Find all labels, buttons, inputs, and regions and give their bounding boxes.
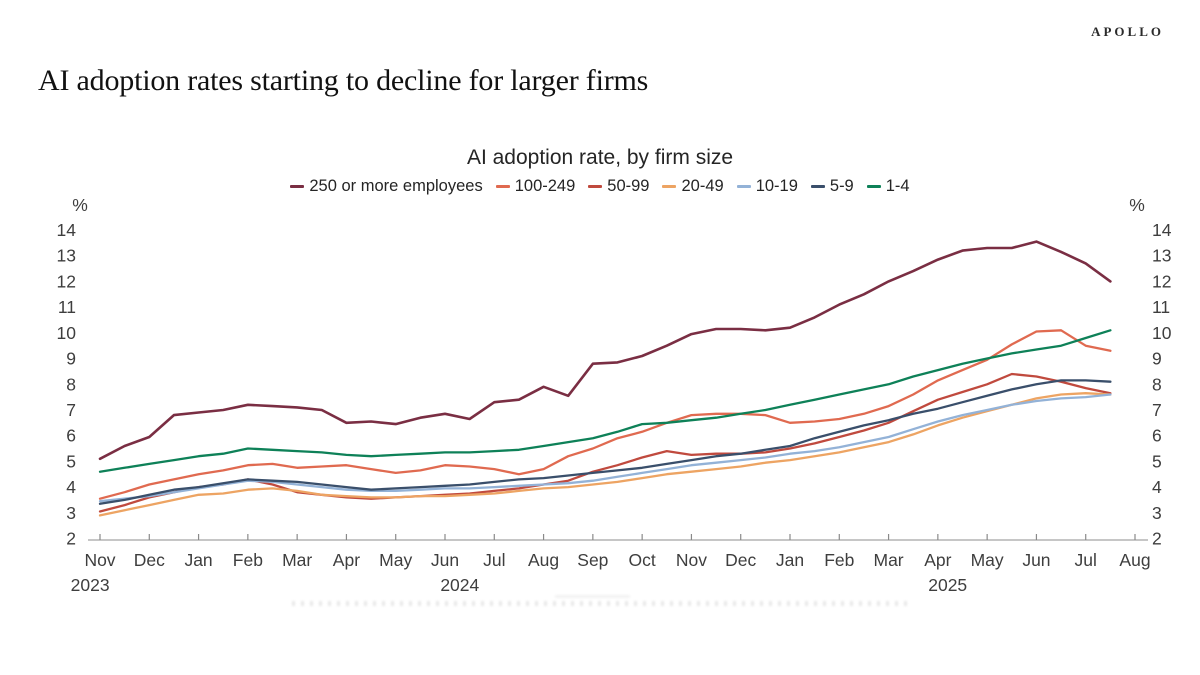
y-tick-label-left: 7 [66, 400, 76, 420]
y-tick-label-right: 14 [1152, 220, 1172, 240]
y-tick-label-left: 10 [57, 323, 77, 343]
y-tick-label-left: 5 [66, 451, 76, 471]
y-tick-label-right: 3 [1152, 503, 1162, 523]
y-tick-label-left: 12 [57, 271, 76, 291]
chart-title: AI adoption rate, by firm size [466, 146, 734, 169]
x-tick-label: May [971, 550, 1004, 570]
y-tick-label-right: 12 [1152, 271, 1171, 291]
x-tick-label: Jul [483, 550, 505, 570]
y-tick-label-left: 13 [57, 246, 76, 266]
legend-label-5-9: 5-9 [829, 177, 854, 195]
x-tick-label: Dec [725, 550, 756, 570]
legend-item-20-49: 20-49 [662, 177, 724, 196]
series-line-10-19 [98, 393, 1112, 503]
x-tick-label: Nov [676, 550, 707, 570]
x-tick-label: Dec [134, 550, 165, 570]
series-line-1-4 [98, 329, 1112, 473]
x-tick-label: Apr [924, 550, 951, 570]
y-tick-label-left: 14 [57, 220, 77, 240]
y-tick-label-left: 3 [66, 503, 76, 523]
y-tick-label-right: 9 [1152, 349, 1162, 369]
y-axis-unit-left: % [72, 195, 88, 215]
y-tick-label-right: 8 [1152, 374, 1162, 394]
x-tick-label: Feb [233, 550, 263, 570]
y-tick-label-right: 10 [1152, 323, 1172, 343]
legend-swatch-100-249 [495, 185, 510, 188]
y-tick-label-left: 9 [66, 349, 76, 369]
x-tick-label: Aug [528, 550, 559, 570]
legend-item-250-plus: 250 or more employees [290, 177, 483, 196]
x-tick-label: Sep [577, 550, 608, 570]
y-tick-label-right: 11 [1152, 297, 1170, 317]
source-text-blurred [292, 601, 907, 606]
x-tick-label: Feb [824, 550, 854, 570]
x-tick-label: Mar [874, 550, 904, 570]
chart-legend: 250 or more employees 100-249 50-99 20-49 10… [0, 177, 1200, 196]
x-tick-label: Aug [1119, 550, 1150, 570]
legend-item-10-19: 10-19 [736, 177, 798, 196]
y-tick-label-left: 8 [66, 374, 76, 394]
page-title: AI adoption rates starting to decline fo… [38, 64, 649, 98]
legend-label-100-249: 100-249 [514, 177, 576, 195]
legend-swatch-10-19 [736, 185, 751, 188]
legend-swatch-20-49 [662, 185, 677, 188]
year-label: 2025 [928, 575, 967, 595]
legend-label-20-49: 20-49 [681, 177, 724, 195]
x-tick-label: Jan [184, 550, 212, 570]
x-tick-label: May [379, 550, 412, 570]
legend-label-50-99: 50-99 [607, 177, 650, 195]
legend-item-100-249: 100-249 [495, 177, 576, 196]
legend-label-1-4: 1-4 [885, 177, 910, 195]
legend-swatch-250-plus [290, 185, 305, 188]
legend-item-5-9: 5-9 [810, 177, 854, 196]
year-label: 2023 [71, 575, 110, 595]
series-line-50-99 [98, 372, 1112, 513]
series-line-250-plus [98, 240, 1112, 461]
source-text-blurred-small [555, 595, 630, 598]
legend-label-10-19: 10-19 [755, 177, 798, 195]
y-tick-label-right: 7 [1152, 400, 1162, 420]
x-tick-label: Jul [1075, 550, 1097, 570]
y-tick-label-right: 4 [1152, 477, 1162, 497]
y-tick-label-left: 4 [66, 477, 76, 497]
series-line-100-249 [98, 329, 1112, 500]
legend-label-250-plus: 250 or more employees [309, 177, 483, 195]
y-tick-label-right: 6 [1152, 426, 1162, 446]
x-tick-label: Jun [431, 550, 459, 570]
y-tick-label-left: 6 [66, 426, 76, 446]
x-tick-label: Jan [776, 550, 804, 570]
legend-swatch-5-9 [810, 185, 825, 188]
y-tick-label-right: 2 [1152, 529, 1162, 549]
y-tick-label-left: 2 [66, 529, 76, 549]
y-tick-label-left: 11 [58, 297, 76, 317]
x-tick-label: Mar [282, 550, 312, 570]
y-axis-unit-right: % [1129, 195, 1145, 215]
x-tick-label: Apr [333, 550, 360, 570]
year-label: 2024 [440, 575, 479, 595]
series-line-5-9 [98, 379, 1112, 505]
y-tick-label-right: 13 [1152, 246, 1171, 266]
legend-item-1-4: 1-4 [866, 177, 910, 196]
y-tick-label-right: 5 [1152, 451, 1162, 471]
apollo-logo: APOLLO [1091, 24, 1164, 39]
x-tick-label: Jun [1022, 550, 1050, 570]
series-line-20-49 [98, 392, 1112, 517]
x-tick-label: Nov [84, 550, 115, 570]
x-tick-label: Oct [629, 550, 656, 570]
legend-swatch-1-4 [866, 185, 881, 188]
legend-swatch-50-99 [588, 185, 603, 188]
legend-item-50-99: 50-99 [588, 177, 649, 196]
